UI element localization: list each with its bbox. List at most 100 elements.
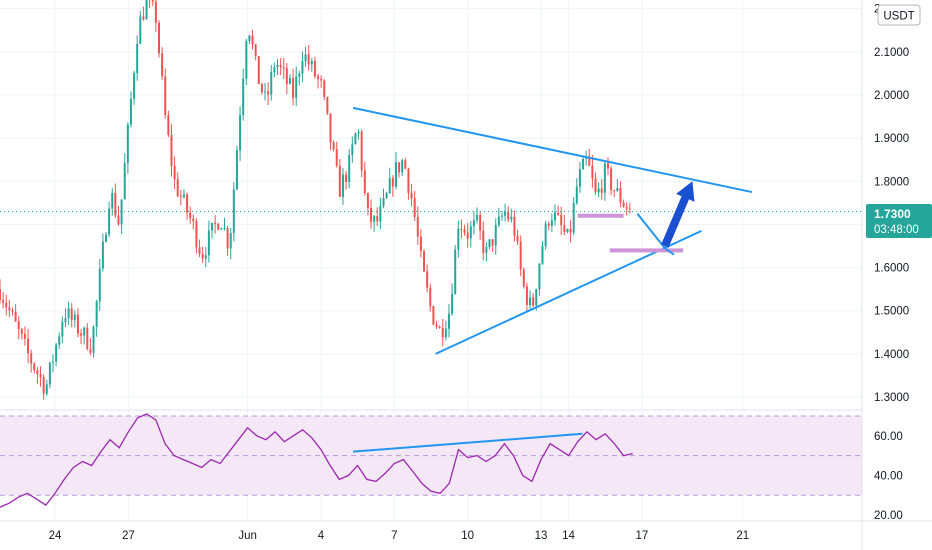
candle: [513, 210, 516, 242]
candle: [151, 0, 154, 7]
rsi-series: [0, 413, 633, 508]
candle: [603, 160, 606, 201]
candle: [338, 158, 341, 198]
candle: [254, 43, 257, 61]
candle: [426, 264, 429, 293]
candle: [491, 239, 494, 252]
candle: [376, 207, 379, 226]
candle: [133, 70, 136, 105]
candle: [11, 307, 14, 316]
rsi-trendline[interactable]: [352, 432, 583, 453]
candle: [363, 161, 366, 196]
rsi-panel: [0, 409, 862, 496]
candle: [457, 220, 460, 258]
candle: [504, 203, 507, 222]
candle: [563, 214, 566, 236]
candle: [86, 323, 89, 351]
candle: [14, 304, 17, 322]
candle: [525, 282, 528, 312]
candle: [105, 231, 108, 243]
time-tick-label: 7: [391, 530, 397, 542]
rsi-line: [0, 413, 633, 508]
candle: [469, 220, 472, 248]
time-tick-label: 4: [318, 530, 325, 542]
candle: [557, 205, 560, 216]
candle: [98, 258, 101, 311]
projection-path[interactable]: [636, 213, 675, 256]
candle: [182, 189, 185, 199]
candle: [282, 58, 285, 80]
candle: [158, 20, 161, 58]
candle: [207, 220, 210, 263]
candle: [423, 249, 426, 273]
breakout-arrow[interactable]: [661, 181, 695, 248]
candle: [382, 188, 385, 209]
candle: [173, 156, 176, 190]
candle: [48, 361, 51, 389]
candle: [154, 0, 157, 33]
candle: [267, 82, 270, 105]
candle: [341, 168, 344, 205]
candle: [329, 113, 332, 150]
candle: [298, 71, 301, 86]
candle: [479, 211, 482, 241]
candle: [179, 189, 182, 206]
candle: [619, 181, 622, 208]
candle: [108, 201, 111, 238]
time-tick-label: 10: [461, 530, 474, 542]
candle: [27, 328, 30, 364]
candle: [532, 293, 535, 307]
last-price-countdown: 03:48:00: [874, 224, 919, 236]
candle: [20, 327, 23, 340]
candle: [488, 238, 491, 250]
candle: [476, 207, 479, 224]
time-tick-label: 14: [562, 530, 575, 542]
currency-badge[interactable]: USDT: [877, 4, 921, 26]
candle: [460, 219, 463, 239]
candle: [622, 199, 625, 208]
candle: [17, 316, 20, 340]
candle: [260, 83, 263, 95]
candle: [279, 58, 282, 76]
candle: [251, 29, 254, 50]
candle: [220, 227, 223, 230]
candle: [466, 223, 469, 248]
candle: [2, 292, 5, 309]
candle: [45, 379, 48, 396]
candle: [73, 310, 76, 328]
candle: [80, 329, 83, 345]
candle: [307, 44, 310, 71]
candle: [354, 132, 357, 145]
triangle-trendline[interactable]: [352, 106, 753, 194]
candle: [170, 124, 173, 177]
candle: [494, 218, 497, 255]
price-tick-label: 1.3000: [874, 392, 909, 404]
candle: [391, 175, 394, 197]
candle: [313, 56, 316, 79]
candle: [398, 162, 401, 178]
rsi-tick-label: 40.00: [874, 470, 903, 482]
price-tick-label: 1.9000: [874, 133, 909, 145]
candle: [123, 153, 126, 200]
candle: [351, 136, 354, 163]
candle: [292, 68, 295, 106]
time-tick-label: 21: [736, 530, 749, 542]
candle: [161, 47, 164, 81]
candle: [407, 167, 410, 200]
candle: [575, 178, 578, 206]
candle: [58, 332, 61, 350]
candle: [357, 129, 360, 140]
candle: [373, 214, 376, 232]
candle: [628, 202, 631, 214]
candle: [229, 227, 232, 260]
candle: [276, 58, 279, 75]
candle: [332, 140, 335, 152]
candle: [606, 157, 609, 176]
candle: [30, 349, 33, 373]
candle: [70, 302, 73, 328]
candle: [95, 299, 98, 337]
candle: [578, 161, 581, 193]
candle: [42, 374, 45, 400]
candle: [472, 211, 475, 235]
